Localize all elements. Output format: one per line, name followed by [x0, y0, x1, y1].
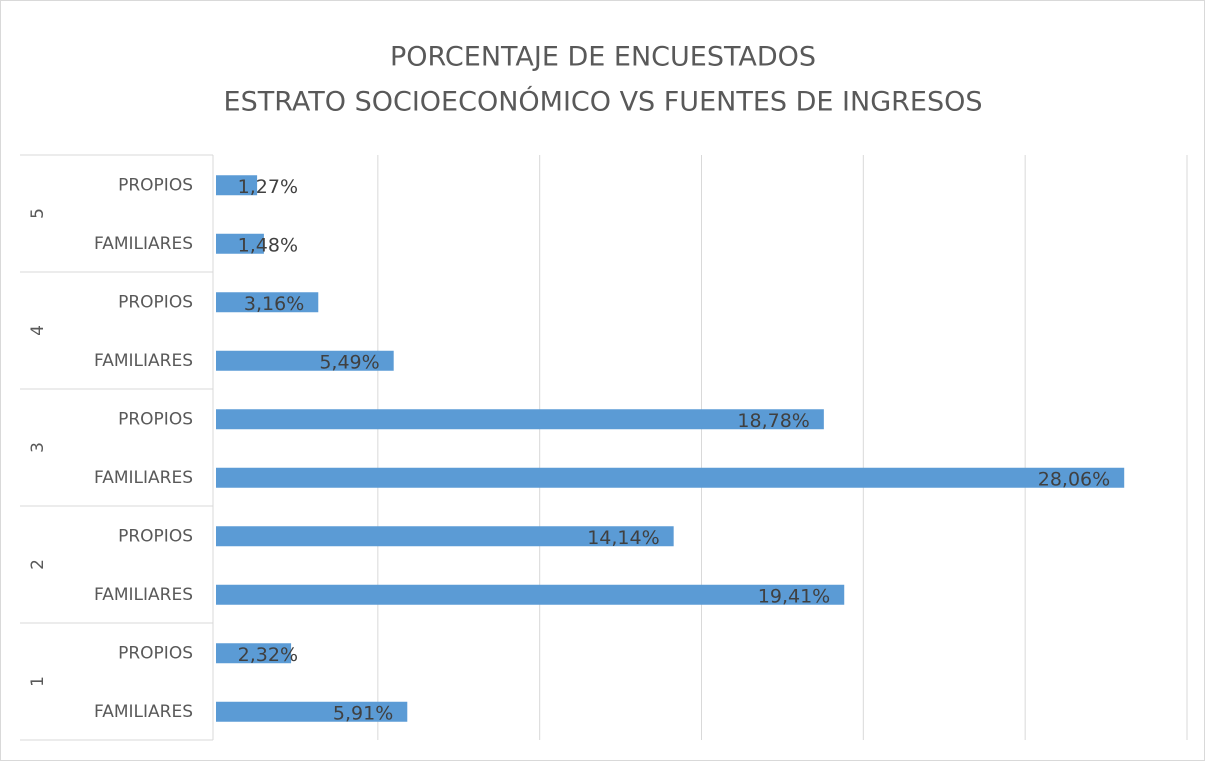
bar [216, 526, 674, 547]
group-label: 5 [28, 208, 48, 219]
category-label: FAMILIARES [94, 468, 193, 488]
category-label: PROPIOS [118, 409, 193, 429]
bar [216, 233, 264, 254]
category-label: FAMILIARES [94, 585, 193, 605]
bar [216, 350, 394, 371]
group-label: 1 [28, 676, 48, 687]
bar [216, 643, 292, 664]
category-label: PROPIOS [118, 292, 193, 312]
data-label: 28,06% [1038, 468, 1110, 490]
category-label: PROPIOS [118, 526, 193, 546]
group-label: 4 [28, 325, 48, 336]
bar [216, 292, 319, 313]
category-label: FAMILIARES [94, 351, 193, 371]
category-label: FAMILIARES [94, 234, 193, 254]
data-label: 19,41% [758, 585, 830, 607]
data-label: 18,78% [737, 410, 809, 432]
group-label: 2 [28, 559, 48, 570]
bar [216, 701, 408, 722]
bar [216, 409, 824, 430]
bar [216, 175, 258, 196]
data-label: 14,14% [587, 527, 659, 549]
group-label: 3 [28, 442, 48, 453]
data-label: 5,91% [333, 702, 393, 724]
data-label: 1,27% [238, 176, 298, 198]
category-label: PROPIOS [118, 643, 193, 663]
data-label: 2,32% [238, 644, 298, 666]
category-label: PROPIOS [118, 175, 193, 195]
data-label: 1,48% [238, 234, 298, 256]
data-label: 3,16% [244, 293, 304, 315]
chart-title: ESTRATO SOCIOECONÓMICO VS FUENTES DE ING… [224, 86, 983, 118]
bar [216, 467, 1125, 488]
category-label: FAMILIARES [94, 702, 193, 722]
chart-title: PORCENTAJE DE ENCUESTADOS [390, 42, 816, 73]
bar [216, 584, 845, 605]
data-label: 5,49% [319, 351, 379, 373]
